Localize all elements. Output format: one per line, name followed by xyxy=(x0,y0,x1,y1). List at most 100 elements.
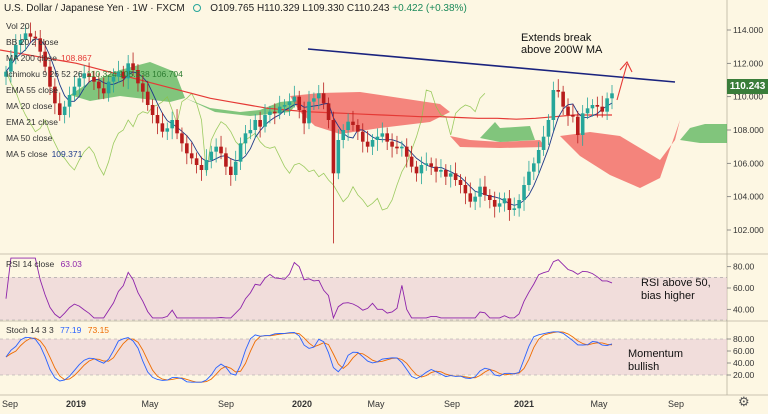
candle-body xyxy=(38,38,43,52)
candle-body xyxy=(400,146,404,149)
stoch-tick-label: 40.00 xyxy=(733,358,755,368)
candle-body xyxy=(248,130,253,134)
annotation-rsi: RSI above 50, bias higher xyxy=(641,277,711,302)
indicator-row[interactable]: BB 20 2 close xyxy=(6,34,183,50)
candle-body xyxy=(585,108,590,114)
rsi-value: 63.03 xyxy=(60,259,82,269)
candle-body xyxy=(101,88,106,94)
stoch-legend: Stoch 14 3 3 77.19 73.15 xyxy=(6,325,109,335)
candle-body xyxy=(468,193,473,202)
candle-body xyxy=(316,93,321,99)
candle-body xyxy=(414,166,419,174)
exchange-label: FXCM xyxy=(156,3,185,14)
price-tick-label: 110.000 xyxy=(733,92,763,102)
ohlc-open: O109.765 xyxy=(210,3,255,14)
candle-body xyxy=(238,143,243,162)
candle-body xyxy=(385,133,389,142)
candle-body xyxy=(111,76,116,82)
candle-body xyxy=(268,111,272,115)
candle-body xyxy=(439,170,443,172)
candles-group xyxy=(4,22,614,221)
candle-body xyxy=(57,103,62,115)
candle-body xyxy=(180,133,184,144)
price-tick-label: 108.000 xyxy=(733,125,764,135)
candle-body xyxy=(106,81,111,94)
indicator-row[interactable]: MA 50 close xyxy=(6,130,183,146)
indicator-label: EMA 55 close xyxy=(6,85,58,95)
ma200-line xyxy=(0,49,612,120)
ichimoku-cloud-bear xyxy=(290,92,450,134)
candle-body xyxy=(448,173,453,177)
candle-body xyxy=(9,58,13,72)
settings-gear-icon[interactable]: ⚙ xyxy=(738,394,750,409)
rsi-tick-label: 80.00 xyxy=(733,262,755,272)
rsi-tick-label: 40.00 xyxy=(733,304,755,314)
candle-body xyxy=(600,106,605,112)
indicator-row[interactable]: EMA 21 close xyxy=(6,114,183,130)
candle-body xyxy=(170,120,174,129)
indicator-value: 109.371 xyxy=(51,149,83,159)
candle-body xyxy=(365,141,370,147)
candle-body xyxy=(556,90,561,92)
candle-body xyxy=(336,140,341,174)
rsi-label[interactable]: RSI 14 close xyxy=(6,259,55,269)
candle-body xyxy=(561,91,565,107)
candle-body xyxy=(351,121,355,125)
indicator-row[interactable]: Vol 20 xyxy=(6,18,183,34)
candle-body xyxy=(434,166,438,172)
candle-body xyxy=(224,153,228,167)
indicator-row[interactable]: Ichimoku 9 26 52 26 110.324 105.538 106.7… xyxy=(6,66,183,82)
indicator-label: MA 20 close xyxy=(6,101,53,111)
candle-body xyxy=(356,125,360,132)
candle-body xyxy=(404,146,409,157)
candle-body xyxy=(53,86,57,104)
price-badge: 110.243 xyxy=(727,79,768,94)
candle-body xyxy=(97,81,101,89)
time-axis-label: May xyxy=(141,399,159,409)
candle-body xyxy=(287,101,292,105)
candle-body xyxy=(126,63,130,79)
indicator-label: Vol 20 xyxy=(6,21,30,31)
candle-body xyxy=(258,120,262,127)
time-axis-label: Sep xyxy=(2,399,18,409)
candle-body xyxy=(307,101,311,124)
candle-body xyxy=(302,110,306,124)
candle-body xyxy=(444,170,448,177)
candle-body xyxy=(551,90,556,120)
time-axis-label: Sep xyxy=(218,399,234,409)
price-tick-label: 114.000 xyxy=(733,25,763,35)
annotation-stoch: Momentum bullish xyxy=(628,348,684,373)
candle-body xyxy=(277,106,282,114)
stoch-tick-label: 20.00 xyxy=(733,370,755,380)
candle-body xyxy=(536,150,541,164)
candle-body xyxy=(145,91,150,105)
candle-body xyxy=(204,160,209,170)
price-badge-value: 110.243 xyxy=(729,81,766,92)
candle-body xyxy=(116,71,121,77)
candle-body xyxy=(229,166,233,175)
interval-label[interactable]: 1W xyxy=(132,3,148,14)
indicator-legend: Vol 20 BB 20 2 close MA 200 close 108.867 Ic… xyxy=(6,18,183,162)
price-tick-label: 104.000 xyxy=(733,192,764,202)
candle-body xyxy=(590,105,595,109)
price-tick-label: 102.000 xyxy=(733,225,764,235)
candle-body xyxy=(522,185,526,200)
indicator-label: MA 200 close xyxy=(6,53,58,63)
indicator-row[interactable]: MA 20 close xyxy=(6,98,183,114)
candle-body xyxy=(33,36,38,39)
symbol-name[interactable]: U.S. Dollar / Japanese Yen xyxy=(4,3,124,14)
stoch-label[interactable]: Stoch 14 3 3 xyxy=(6,325,54,335)
candle-body xyxy=(23,33,28,40)
candle-body xyxy=(380,133,385,137)
candle-body xyxy=(136,70,140,84)
candle-body xyxy=(488,195,492,200)
rsi-line xyxy=(5,257,613,320)
indicator-row[interactable]: MA 5 close 109.371 xyxy=(6,146,183,162)
stoch-k-value: 77.19 xyxy=(60,325,82,335)
stoch-tick-label: 60.00 xyxy=(733,346,755,356)
candle-body xyxy=(463,185,468,194)
candle-body xyxy=(395,146,399,149)
indicator-row[interactable]: MA 200 close 108.867 xyxy=(6,50,183,66)
indicator-row[interactable]: EMA 55 close xyxy=(6,82,183,98)
